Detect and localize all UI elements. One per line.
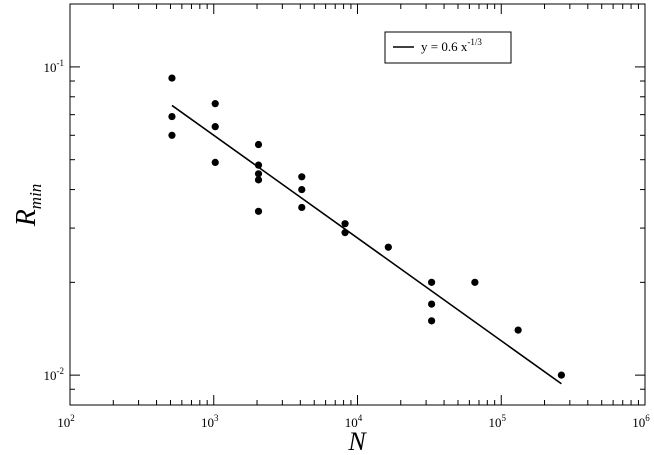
- data-point: [341, 229, 349, 237]
- y-axis-label: Rmin: [11, 184, 45, 228]
- data-point: [427, 278, 436, 286]
- data-point: [254, 170, 263, 178]
- x-tick-label: 105: [489, 413, 507, 430]
- data-points: [168, 74, 566, 379]
- data-point: [298, 185, 306, 194]
- data-point: [254, 140, 263, 149]
- data-point: [471, 278, 479, 286]
- fit-line: [171, 104, 562, 385]
- legend: y = 0.6 x-1/3: [384, 31, 512, 64]
- data-point: [168, 131, 176, 139]
- data-point: [427, 317, 436, 325]
- data-point: [254, 176, 263, 184]
- data-point: [384, 243, 392, 251]
- x-tick-label: 104: [345, 413, 363, 430]
- fit-line-layer: [171, 104, 562, 385]
- y-tick-label: 10-2: [44, 366, 65, 383]
- svg-text:Rmin: Rmin: [11, 184, 45, 228]
- data-point: [254, 161, 263, 169]
- legend-label: y = 0.6 x-1/3: [421, 37, 482, 54]
- y-tick-label: 10-1: [44, 58, 65, 75]
- data-point: [298, 203, 306, 212]
- y-axis-label-sub: min: [26, 184, 45, 210]
- x-tick-label: 103: [201, 413, 219, 430]
- data-point: [211, 100, 219, 108]
- data-point: [211, 123, 219, 131]
- x-tick-label: 102: [57, 413, 75, 430]
- data-point: [168, 74, 176, 82]
- axis-ticks: 102 103 104 105 106 10-2 10-1: [44, 4, 650, 430]
- data-point: [427, 300, 436, 308]
- data-point: [168, 112, 176, 121]
- data-point: [298, 173, 306, 181]
- data-point: [341, 220, 349, 228]
- plot-frame: [69, 3, 646, 406]
- data-point: [557, 371, 566, 379]
- data-point: [514, 326, 522, 334]
- data-point: [211, 158, 219, 167]
- x-axis-label: N: [347, 427, 367, 455]
- data-point: [254, 207, 263, 215]
- x-tick-label: 106: [632, 413, 650, 430]
- y-axis-label-main: R: [11, 209, 42, 227]
